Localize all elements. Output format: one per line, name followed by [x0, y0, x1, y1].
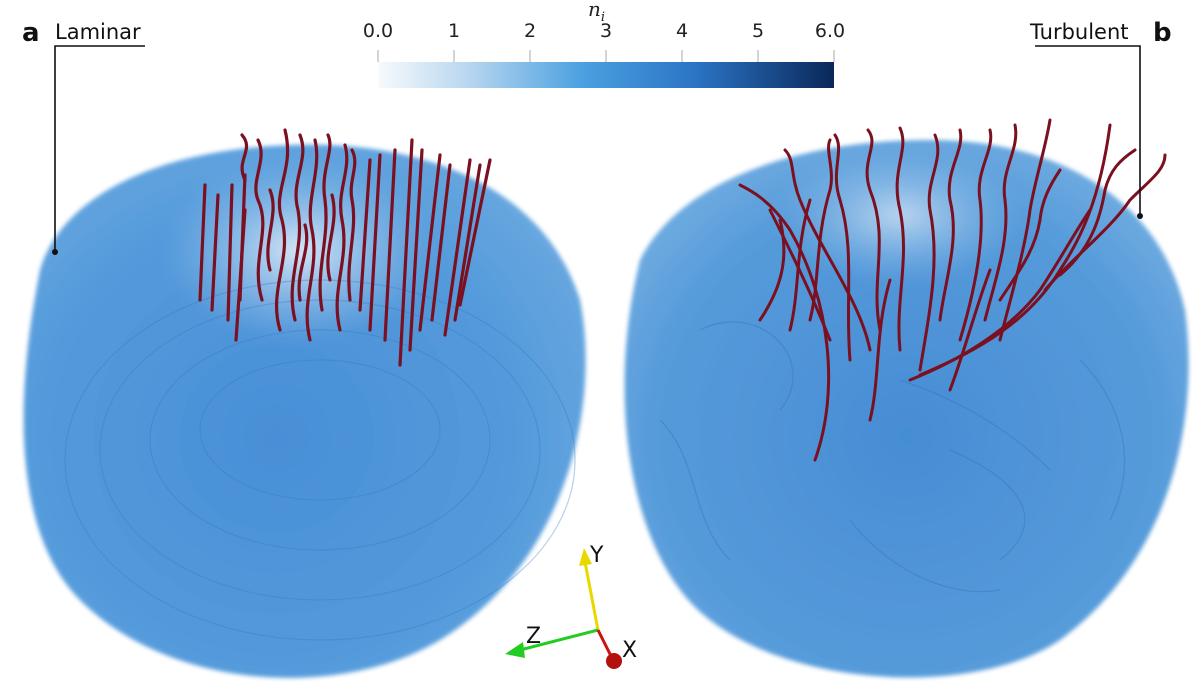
x-axis-label: X — [622, 638, 638, 663]
turbulent-bracket-dot — [1137, 213, 1143, 219]
z-axis-label: Z — [526, 624, 542, 649]
turbulent-field-lines — [738, 118, 1167, 462]
laminar-bracket-dot — [52, 249, 58, 255]
colorbar-gradient — [378, 62, 834, 88]
colorbar-ticks — [377, 50, 835, 62]
panel-b-label: Turbulent — [1030, 20, 1129, 44]
colorbar-title: ni — [588, 0, 606, 25]
colorbar-tick-label: 2 — [523, 20, 537, 42]
panel-a-label: Laminar — [55, 20, 141, 44]
z-axis-arrowhead — [505, 642, 525, 658]
axis-triad — [505, 548, 622, 669]
colorbar-tick-label: 1 — [447, 20, 461, 42]
y-axis-arrowhead — [579, 548, 592, 566]
z-axis-arrow — [519, 628, 599, 652]
laminar-bracket — [54, 45, 145, 252]
laminar-field-lines — [198, 128, 492, 367]
colorbar-tick-label: 0.0 — [362, 20, 394, 42]
x-axis-head — [606, 653, 622, 669]
panel-b-letter: b — [1153, 18, 1172, 48]
colorbar-tick-label: 5 — [751, 20, 765, 42]
turbulent-bracket — [1035, 45, 1141, 216]
panel-a-letter: a — [22, 18, 40, 48]
y-axis-label: Y — [590, 543, 604, 568]
x-axis-arrow — [596, 629, 614, 659]
turbulent-volume — [624, 140, 1189, 678]
colorbar-tick-label: 4 — [675, 20, 689, 42]
colorbar-tick-label: 6.0 — [814, 20, 846, 42]
colorbar-tick-label: 3 — [599, 20, 613, 42]
y-axis-arrow — [583, 561, 600, 631]
